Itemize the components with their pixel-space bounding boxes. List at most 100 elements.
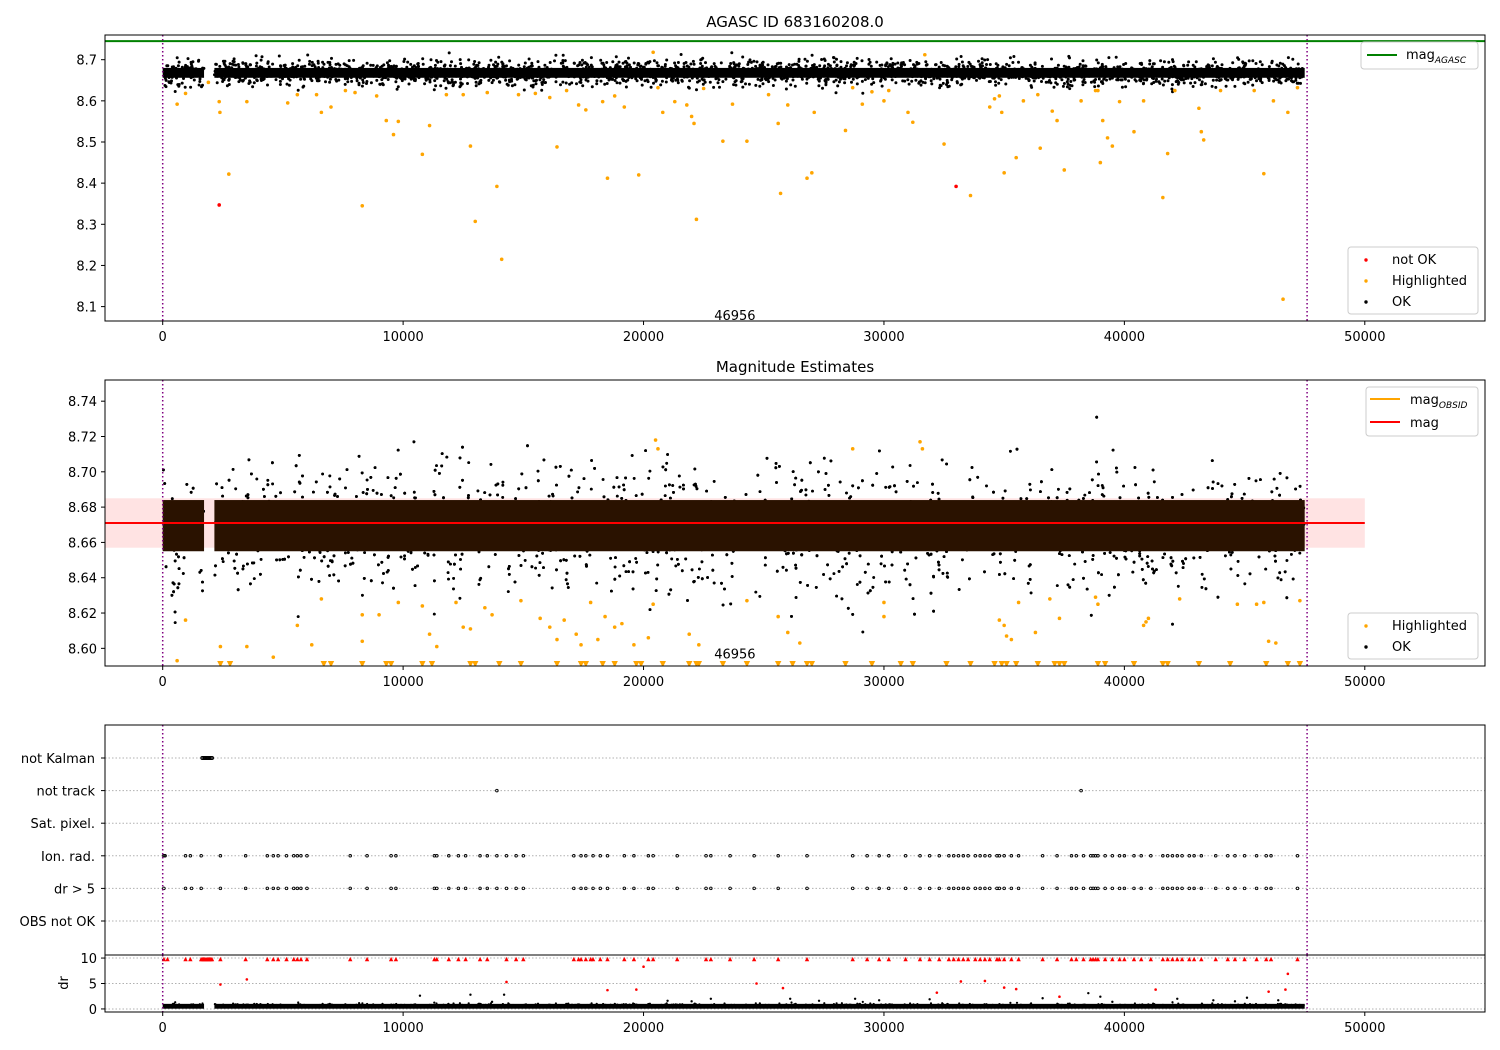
highlighted-point: [1036, 92, 1040, 97]
ok-point: [860, 79, 864, 83]
ok-point: [511, 66, 515, 70]
ok-point: [991, 76, 995, 80]
ok-point: [343, 82, 347, 86]
ok-point: [1081, 68, 1085, 72]
ok-point: [699, 58, 703, 62]
ok-point: [305, 68, 309, 72]
ok-point: [829, 67, 833, 70]
ok-point: [278, 79, 282, 83]
ok-point: [227, 83, 231, 86]
ok-point: [227, 65, 231, 69]
ok-point: [1280, 66, 1284, 70]
ok-point: [248, 80, 252, 84]
ok-point: [491, 78, 495, 82]
ok-point: [730, 51, 734, 55]
ok-point: [785, 65, 788, 69]
ok-point: [1186, 73, 1190, 77]
ok-point: [1123, 77, 1127, 81]
ok-point: [187, 67, 191, 71]
ok-point: [1168, 66, 1172, 70]
ok-point: [1171, 75, 1175, 79]
ok-point: [1253, 74, 1257, 78]
ok-point: [416, 62, 420, 65]
ok-point: [716, 81, 720, 85]
ok-point: [609, 77, 613, 81]
ok-point: [1245, 72, 1249, 76]
ok-point: [761, 60, 765, 64]
ok-point: [580, 68, 584, 72]
ok-point: [999, 78, 1003, 82]
ok-point: [745, 73, 749, 77]
ok-point: [1148, 59, 1152, 63]
ok-point: [1215, 78, 1219, 82]
ok-point: [1016, 67, 1020, 71]
ok-point: [259, 77, 263, 81]
ok-point: [652, 81, 655, 85]
ok-point: [453, 70, 457, 74]
ok-point: [1104, 65, 1108, 69]
ok-point: [458, 71, 462, 75]
ok-point: [496, 62, 500, 66]
ok-point: [447, 81, 450, 85]
ok-point: [169, 74, 173, 78]
ok-point: [281, 77, 284, 81]
ok-point: [505, 64, 508, 68]
ok-point: [336, 62, 340, 66]
ok-point: [599, 68, 603, 72]
highlighted-point: [1252, 88, 1256, 93]
ok-point: [403, 57, 407, 61]
ok-point: [1264, 70, 1268, 73]
ok-point: [875, 60, 879, 64]
ok-point: [1150, 65, 1154, 69]
ok-point: [546, 74, 550, 78]
ok-point: [237, 80, 241, 84]
ok-point: [963, 76, 967, 80]
ok-point: [508, 80, 512, 84]
x-tick-label: 30000: [863, 330, 904, 345]
ok-point: [282, 64, 286, 67]
ok-point: [538, 68, 542, 71]
ok-point: [1062, 64, 1066, 68]
ok-point: [460, 75, 464, 79]
ok-point: [800, 74, 804, 77]
ok-point: [433, 66, 437, 70]
ok-point: [470, 75, 474, 79]
ok-point: [433, 79, 437, 83]
highlighted-point: [942, 142, 946, 146]
ok-point: [380, 78, 384, 82]
ok-point: [915, 62, 919, 66]
ok-point: [313, 68, 317, 71]
ok-point: [959, 70, 963, 74]
ok-point: [1286, 56, 1290, 60]
ok-point: [467, 66, 471, 70]
ok-point: [1258, 60, 1262, 64]
ok-point: [913, 66, 917, 70]
ok-point: [1223, 76, 1227, 80]
ok-point: [278, 83, 282, 86]
ok-point: [648, 68, 652, 72]
ok-point: [718, 85, 721, 89]
ok-point: [580, 58, 584, 62]
ok-point: [1124, 75, 1127, 78]
ok-point: [351, 68, 355, 72]
ok-point: [1243, 61, 1247, 65]
ok-point: [1236, 56, 1240, 60]
ok-point: [847, 76, 851, 80]
ok-point: [824, 80, 828, 84]
ok-point: [191, 75, 195, 79]
ok-point: [343, 67, 347, 71]
ok-point: [1256, 67, 1260, 71]
ok-point: [317, 79, 321, 83]
ok-point: [1170, 68, 1174, 72]
ok-point: [670, 67, 674, 71]
ok-point: [960, 77, 964, 81]
ok-point: [835, 57, 838, 61]
ok-point: [1186, 68, 1190, 72]
x-tick-label: 20000: [623, 330, 664, 345]
ok-point: [649, 85, 653, 89]
highlighted-point: [1197, 106, 1201, 111]
ok-point: [874, 73, 877, 76]
ok-point: [934, 63, 938, 67]
ok-point: [254, 54, 258, 58]
ok-point: [1189, 81, 1193, 85]
